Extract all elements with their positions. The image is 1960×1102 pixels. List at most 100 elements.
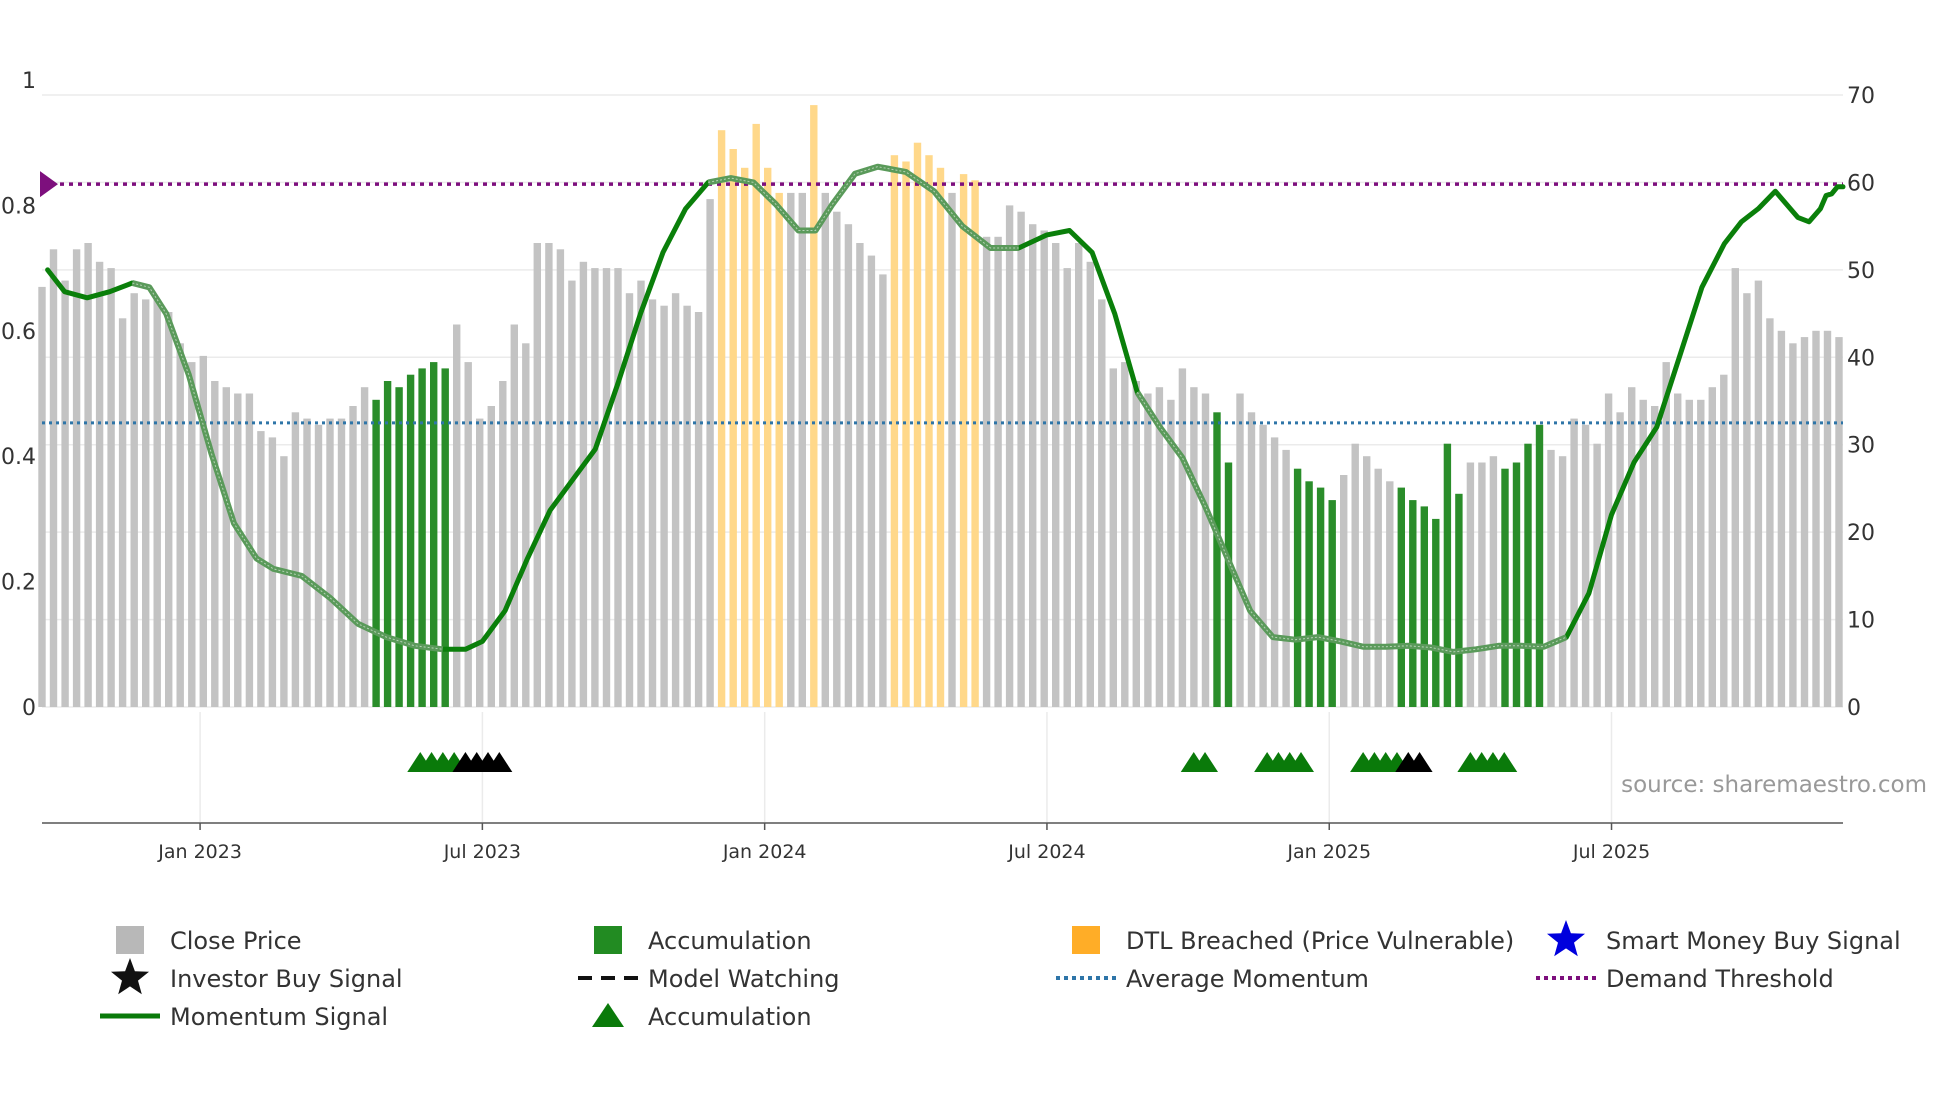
x-tick-label: Jul 2023 — [443, 841, 521, 863]
bar-close — [1685, 399, 1693, 707]
bar-close — [107, 268, 115, 707]
legend-label: Accumulation — [648, 927, 812, 955]
left-tick-label: 0.2 — [1, 571, 36, 596]
bar-close — [1604, 393, 1613, 707]
bar-accumulation — [1305, 481, 1313, 707]
bar-dtl_breached — [717, 130, 726, 707]
bar-dtl_breached — [902, 161, 910, 707]
bar-dtl_breached — [764, 167, 772, 708]
bar-close — [556, 249, 565, 708]
right-tick-label: 30 — [1847, 434, 1875, 459]
bar-close — [314, 424, 323, 707]
price-bars — [38, 105, 1843, 708]
bar-close — [879, 274, 887, 707]
bar-dtl_breached — [936, 167, 945, 708]
bar-close — [1270, 437, 1279, 707]
bar-close — [1121, 362, 1129, 707]
bar-close — [118, 318, 127, 707]
bar-close — [1109, 368, 1117, 707]
bar-close — [72, 249, 81, 708]
bar-accumulation — [1432, 518, 1440, 707]
bar-close — [280, 456, 288, 707]
bar-close — [1812, 330, 1820, 707]
bar-close — [1720, 374, 1728, 707]
bar-close — [1708, 387, 1716, 707]
bar-close — [1029, 224, 1037, 707]
legend-triangle-icon — [592, 1003, 624, 1027]
legend: Close Price Accumulation DTL Breached (Pri… — [100, 920, 1901, 1031]
bar-close — [579, 261, 588, 707]
bar-close — [1132, 381, 1140, 707]
accumulation-marker — [1192, 752, 1219, 772]
bar-dtl_breached — [741, 167, 749, 708]
bar-dtl_breached — [752, 123, 760, 707]
bar-dtl_breached — [810, 105, 818, 708]
bar-close — [1466, 462, 1475, 707]
bar-close — [211, 381, 219, 707]
bar-close — [568, 280, 576, 707]
bar-close — [1743, 293, 1751, 707]
legend-swatch — [116, 926, 144, 954]
bar-close — [1340, 475, 1348, 707]
bar-close — [1628, 387, 1636, 707]
bar-close — [188, 362, 196, 707]
bar-accumulation — [1409, 500, 1417, 707]
x-tick-label: Jan 2024 — [722, 841, 807, 863]
bar-close — [602, 268, 611, 707]
bar-accumulation — [1535, 424, 1544, 707]
bar-close — [1201, 393, 1210, 707]
bar-accumulation — [1213, 412, 1221, 707]
bar-close — [1581, 424, 1590, 707]
bar-close — [268, 437, 277, 707]
bar-close — [1155, 387, 1164, 707]
x-tick-label: Jan 2025 — [1286, 841, 1371, 863]
bar-close — [706, 199, 714, 707]
bar-close — [694, 312, 703, 707]
bar-close — [1190, 387, 1198, 707]
bar-close — [833, 211, 841, 707]
source-label: source: sharemaestro.com — [1621, 772, 1927, 798]
bar-close — [487, 406, 495, 707]
bar-dtl_breached — [959, 174, 968, 708]
bar-close — [1005, 205, 1014, 707]
bar-close — [349, 406, 357, 707]
bar-accumulation — [441, 368, 449, 707]
bar-close — [38, 286, 46, 707]
x-tick-label: Jan 2023 — [157, 841, 242, 863]
bar-close — [153, 299, 161, 707]
bar-close — [337, 418, 346, 707]
bar-dtl_breached — [971, 180, 979, 708]
accumulation-marker — [1491, 752, 1518, 772]
bar-close — [1236, 393, 1244, 707]
bar-close — [1052, 243, 1060, 707]
legend-label: Accumulation — [648, 1003, 812, 1031]
bar-close — [1547, 449, 1555, 707]
bar-accumulation — [1316, 487, 1325, 707]
bar-close — [994, 236, 1002, 708]
demand-threshold-marker — [40, 171, 58, 198]
bar-close — [1247, 412, 1256, 707]
bar-close — [1386, 481, 1394, 707]
legend-label: Investor Buy Signal — [170, 965, 403, 993]
bar-close — [1167, 399, 1175, 707]
legend-label: Momentum Signal — [170, 1003, 388, 1031]
bar-close — [464, 362, 472, 707]
bar-close — [1075, 243, 1083, 707]
bar-close — [130, 293, 138, 707]
bar-dtl_breached — [890, 155, 899, 707]
bar-close — [798, 192, 806, 707]
legend-label: Model Watching — [648, 965, 840, 993]
bar-accumulation — [1524, 443, 1532, 707]
bar-close — [1259, 424, 1267, 707]
legend-label: DTL Breached (Price Vulnerable) — [1126, 927, 1514, 955]
bar-close — [1593, 443, 1601, 707]
bar-close — [1697, 399, 1705, 707]
bar-close — [303, 418, 311, 707]
legend-label: Demand Threshold — [1606, 965, 1834, 993]
bar-close — [291, 412, 300, 707]
bar-accumulation — [406, 374, 415, 707]
bar-dtl_breached — [729, 149, 737, 707]
accumulation-marker — [1288, 752, 1315, 772]
momentum-segment-highlight — [132, 282, 443, 650]
